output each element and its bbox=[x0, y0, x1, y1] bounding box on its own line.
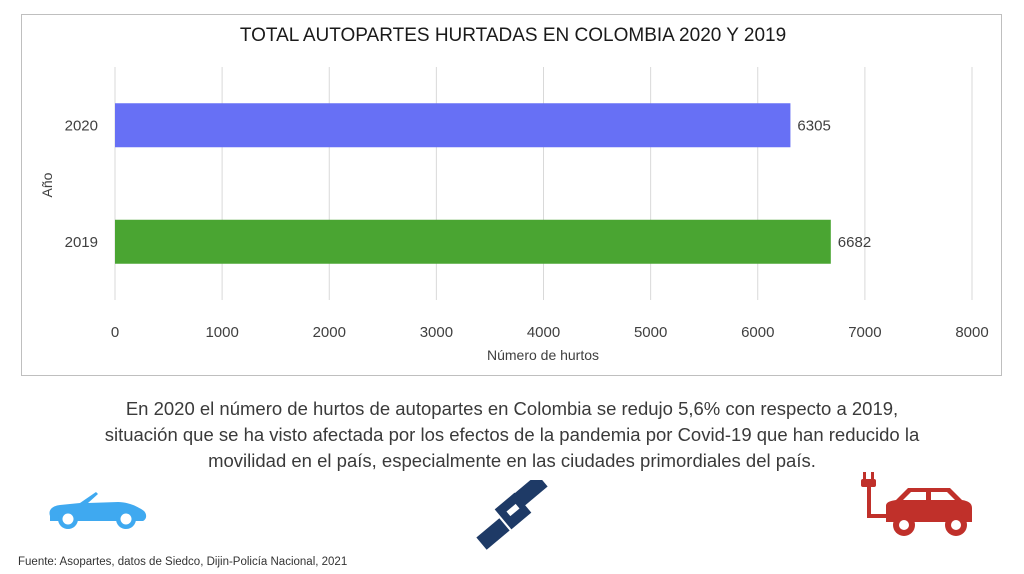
bar-2019 bbox=[115, 219, 831, 264]
chart-frame: TOTAL AUTOPARTES HURTADAS EN COLOMBIA 20… bbox=[21, 14, 1002, 376]
y-tick-label-2020: 2020 bbox=[65, 117, 98, 134]
x-tick-label: 4000 bbox=[527, 324, 560, 341]
y-tick-label-2019: 2019 bbox=[65, 234, 98, 251]
caption-line-2: situación que se ha visto afectada por l… bbox=[104, 424, 920, 445]
caption-line-3: movilidad en el país, especialmente en l… bbox=[208, 450, 816, 471]
y-axis-title: Año bbox=[39, 172, 55, 197]
x-tick-label: 2000 bbox=[313, 324, 346, 341]
caption-line-1: En 2020 el número de hurtos de autoparte… bbox=[125, 398, 899, 419]
convertible-car-icon bbox=[49, 492, 147, 529]
bar-2020 bbox=[115, 103, 791, 148]
x-tick-label: 3000 bbox=[420, 324, 453, 341]
data-label-2020: 6305 bbox=[797, 117, 830, 134]
x-tick-label: 8000 bbox=[955, 324, 988, 341]
x-tick-label: 1000 bbox=[205, 324, 238, 341]
seatbelt-icon bbox=[476, 480, 548, 550]
bar-chart: TOTAL AUTOPARTES HURTADAS EN COLOMBIA 20… bbox=[39, 25, 989, 363]
electric-car-icon bbox=[861, 472, 972, 536]
data-label-2019: 6682 bbox=[838, 234, 871, 251]
caption: En 2020 el número de hurtos de autoparte… bbox=[40, 396, 984, 474]
source-note: Fuente: Asopartes, datos de Siedco, Diji… bbox=[18, 556, 348, 568]
x-axis-title: Número de hurtos bbox=[487, 347, 599, 363]
x-tick-label: 6000 bbox=[741, 324, 774, 341]
x-tick-label: 7000 bbox=[848, 324, 881, 341]
x-tick-label: 0 bbox=[111, 324, 119, 341]
x-tick-label: 5000 bbox=[634, 324, 667, 341]
chart-title: TOTAL AUTOPARTES HURTADAS EN COLOMBIA 20… bbox=[240, 25, 786, 46]
